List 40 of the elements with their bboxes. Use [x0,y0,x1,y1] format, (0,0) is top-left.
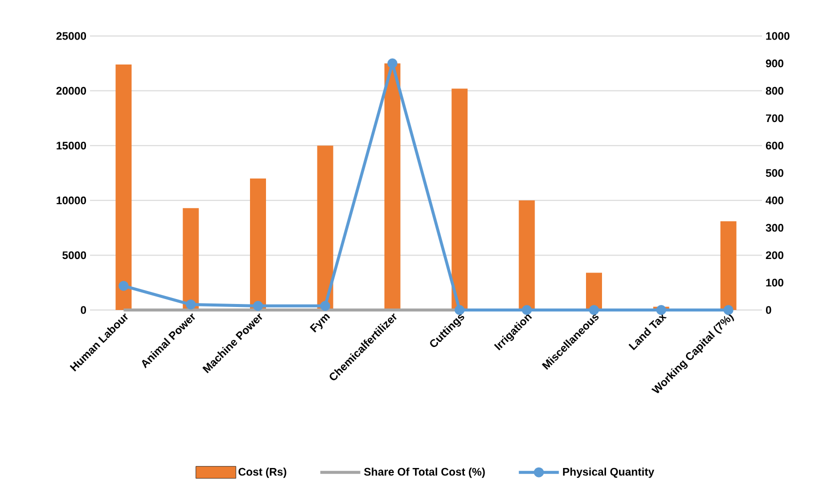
y-tick-label: 10000 [56,196,86,204]
x-tick-label: Fym [310,314,330,332]
y2-tick-label: 300 [766,224,784,232]
bar [586,272,602,310]
bar [518,200,535,310]
legend-label: Share Of Total Cost (%) [364,468,485,478]
y2-tick-label: 200 [766,251,784,260]
y-tick-label: 25000 [56,32,86,40]
point [320,300,330,311]
y2-tick-label: 500 [766,169,784,177]
point [387,58,398,68]
y-tick-label: 15000 [56,142,86,150]
bar [384,63,400,310]
point [118,280,129,291]
y2-tick-label: 1000 [766,32,790,40]
y2-tick-label: 600 [766,142,784,150]
y-tick-label: 5000 [62,251,86,260]
bar [452,88,468,310]
point [253,300,263,311]
y-tick-label: 20000 [56,86,86,95]
point [589,305,600,315]
point [186,300,196,310]
legend-label: Cost (Rs) [238,468,286,478]
bar [116,64,132,310]
y2-tick-label: 400 [766,196,784,204]
bar [250,178,266,310]
y2-tick-label: 900 [766,60,784,68]
point [656,305,666,315]
y-tick-label: 0 [80,306,86,314]
bar [317,146,334,310]
legend-label: Physical Quantity [563,468,654,478]
y2-tick-label: 0 [766,306,772,314]
bar [182,208,199,310]
y2-tick-label: 800 [766,86,784,95]
y2-tick-label: 100 [766,278,784,286]
point [522,305,532,315]
point [454,305,465,315]
bar [720,221,736,310]
y2-tick-label: 700 [766,114,784,122]
point [723,305,734,315]
